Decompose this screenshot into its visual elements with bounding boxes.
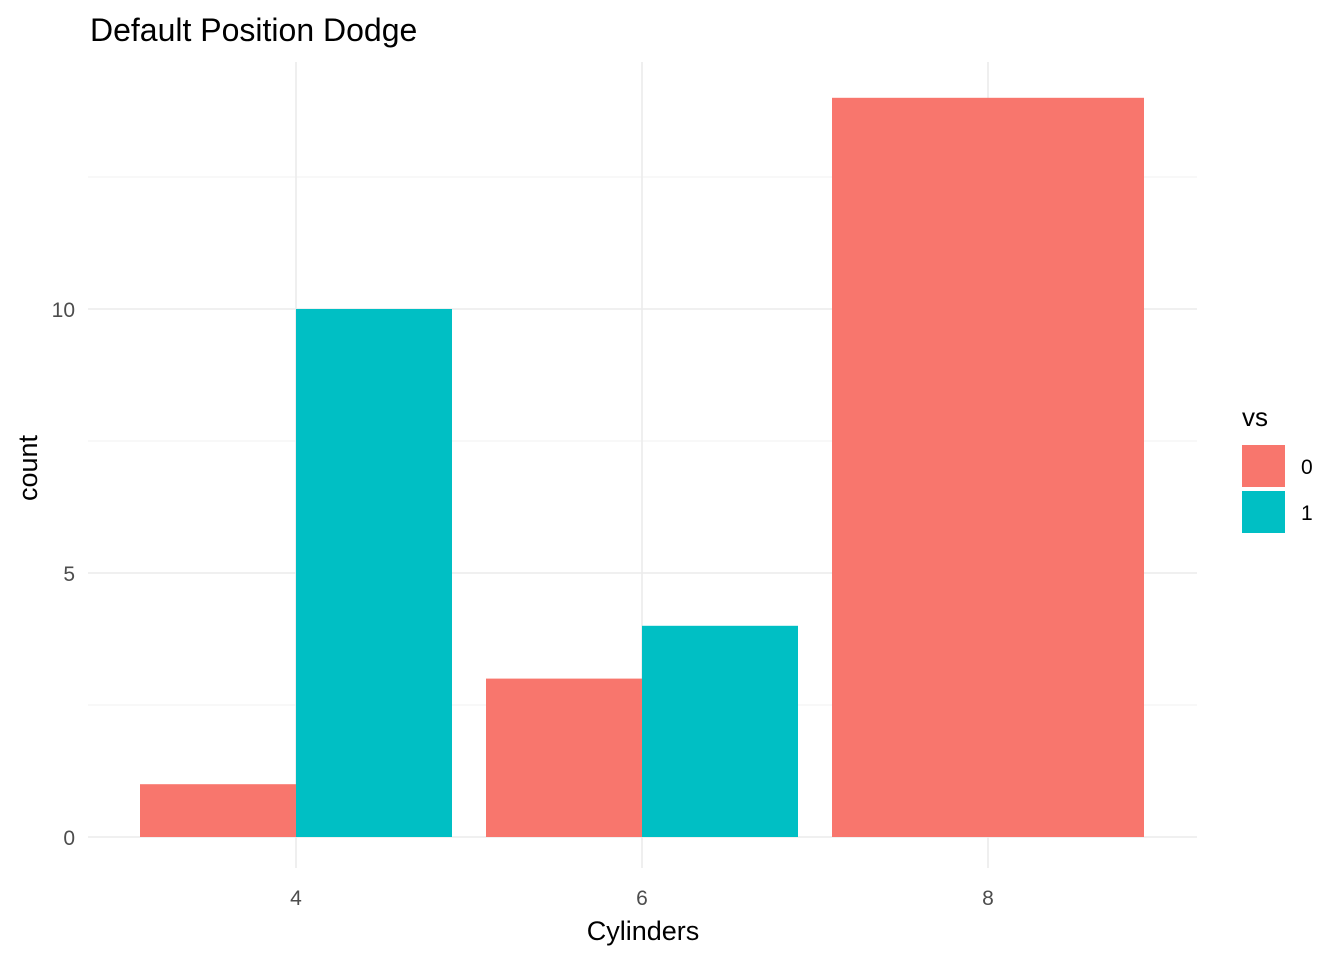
chart-title: Default Position Dodge <box>90 12 417 48</box>
legend-label-1: 1 <box>1301 502 1313 525</box>
legend-key-1 <box>1242 491 1285 533</box>
y-tick-label: 10 <box>52 299 75 322</box>
bar-cyl-4-vs-1 <box>296 309 452 837</box>
legend-key-0 <box>1242 445 1285 487</box>
x-axis-ticks: 4 6 8 <box>290 887 994 910</box>
x-axis-title: Cylinders <box>587 916 700 946</box>
bar-cyl-4-vs-0 <box>140 784 296 837</box>
legend-label-0: 0 <box>1301 456 1313 479</box>
bar-cyl-8-vs-0 <box>832 97 1144 838</box>
bars <box>140 97 1144 838</box>
bar-cyl-6-vs-0 <box>486 678 642 837</box>
y-tick-label: 5 <box>63 563 75 586</box>
x-tick-label: 4 <box>290 887 302 910</box>
y-tick-label: 0 <box>63 827 75 850</box>
y-axis-title: count <box>13 434 43 501</box>
bar-cyl-6-vs-1 <box>642 625 798 837</box>
y-axis-ticks: 0 5 10 <box>52 299 75 850</box>
x-tick-label: 6 <box>636 887 648 910</box>
legend: vs 0 1 <box>1242 402 1313 533</box>
x-tick-label: 8 <box>982 887 994 910</box>
legend-title: vs <box>1242 402 1268 432</box>
